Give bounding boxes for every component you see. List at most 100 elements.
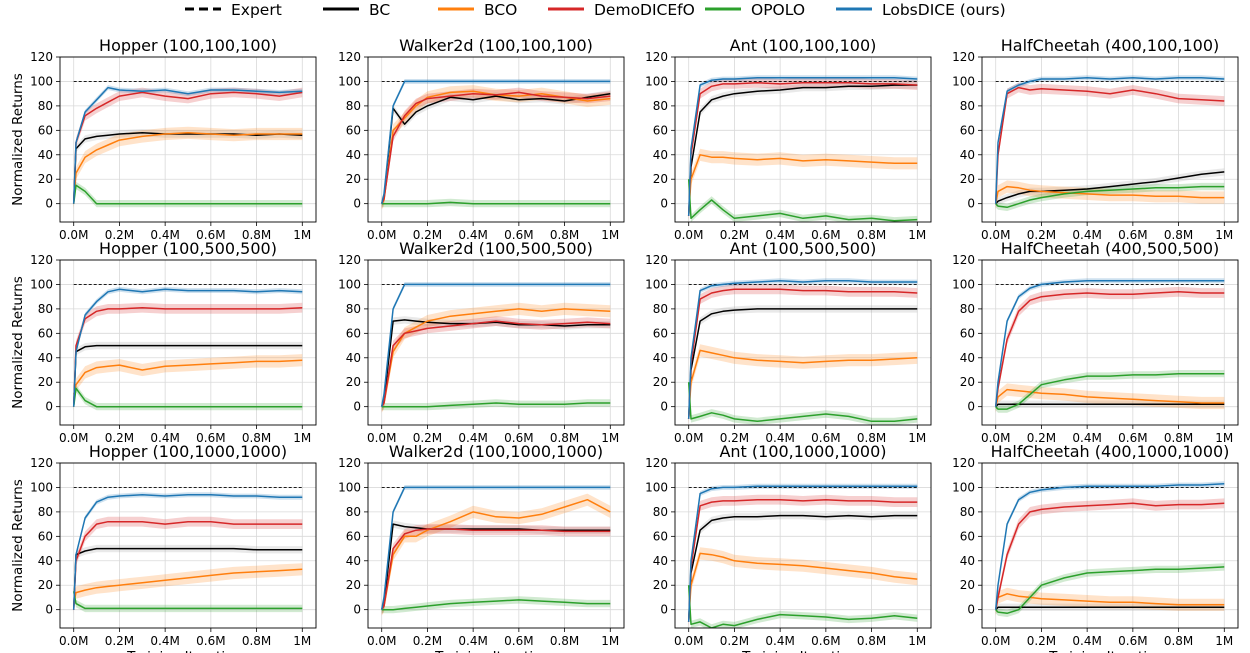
x-tick-label: 0.2M [105, 431, 134, 445]
x-tick-label: 1M [293, 228, 311, 242]
series-band-3 [381, 87, 611, 209]
series-line-5 [687, 280, 918, 419]
y-tick-label: 80 [960, 505, 975, 519]
y-tick-label: 120 [952, 50, 975, 64]
series-line-5 [994, 280, 1225, 407]
series-group [72, 80, 303, 210]
y-tick-label: 40 [960, 554, 975, 568]
legend-label-3: DemoDICEfO [594, 1, 695, 19]
plot-area [368, 57, 624, 222]
y-tick-label: 100 [338, 480, 361, 494]
x-tick-label: 1M [908, 634, 926, 648]
series-line-1 [687, 84, 918, 216]
x-tick-label: 1M [601, 634, 619, 648]
series-line-4 [381, 599, 611, 611]
series-line-1 [995, 403, 1225, 408]
y-tick-label: 80 [38, 302, 53, 316]
x-tick-label: 1M [601, 431, 619, 445]
y-tick-label: 20 [960, 375, 975, 389]
panel-title: Hopper (100,500,500) [99, 239, 277, 258]
series-line-1 [72, 132, 303, 204]
series-band-4 [381, 596, 611, 614]
series-band-2 [688, 148, 918, 222]
x-axis-label: Training Iterations [126, 649, 249, 653]
x-tick-label: 0.0M [674, 634, 703, 648]
y-tick-label: 100 [645, 277, 668, 291]
panel-title: HalfCheetah (400,100,100) [1001, 36, 1220, 55]
series-line-4 [381, 201, 611, 205]
y-tick-label: 0 [45, 197, 53, 211]
panel-title: HalfCheetah (400,500,500) [1001, 239, 1220, 258]
series-band-1 [73, 544, 303, 614]
x-tick-label: 0.6M [504, 228, 533, 242]
series-line-3 [381, 528, 611, 611]
series-line-5 [994, 77, 1225, 204]
panel-11: 0 20 40 60 80 100 120 0.0M 0.2M 0.4M 0.6M 0.8M 1M Hal… [952, 442, 1239, 653]
y-tick-label: 120 [645, 253, 668, 267]
y-tick-label: 20 [346, 172, 361, 186]
series-line-3 [994, 86, 1225, 204]
plot-area [60, 260, 316, 425]
x-tick-label: 0.0M [981, 431, 1010, 445]
series-group [380, 79, 611, 210]
plot-area [368, 260, 624, 425]
axes-frame [59, 462, 317, 629]
series-line-4 [72, 184, 303, 205]
series-line-5 [380, 283, 611, 407]
y-tick-label: 20 [346, 578, 361, 592]
y-axis-label: Normalized Returns [10, 73, 26, 206]
x-tick-label: 0.6M [196, 634, 225, 648]
series-band-1 [995, 603, 1225, 614]
y-axis-label: Normalized Returns [10, 276, 26, 409]
y-tick-label: 40 [653, 351, 668, 365]
x-tick-label: 0.4M [458, 431, 487, 445]
series-band-4 [73, 587, 303, 613]
x-tick-label: 0.4M [150, 634, 179, 648]
plot-area [675, 463, 931, 628]
series-line-3 [72, 91, 303, 204]
x-axis-label: Training Iterations [741, 649, 864, 653]
series-band-2 [73, 126, 303, 210]
series-line-2 [72, 359, 303, 395]
y-tick-label: 100 [645, 480, 668, 494]
panel-3: 0 20 40 60 80 100 120 0.0M 0.2M 0.4M 0.6M 0.8M 1M Hal… [952, 36, 1239, 242]
y-tick-label: 120 [952, 456, 975, 470]
panel-6: 0 20 40 60 80 100 120 0.0M 0.2M 0.4M 0.6M 0.8M 1M Ant… [645, 239, 932, 445]
y-tick-label: 80 [346, 505, 361, 519]
legend-label-4: OPOLO [751, 1, 805, 19]
x-tick-label: 0.6M [1118, 634, 1147, 648]
series-line-1 [72, 547, 303, 610]
y-tick-label: 60 [38, 529, 53, 543]
x-tick-label: 0.6M [196, 228, 225, 242]
x-tick-label: 0.2M [1027, 634, 1056, 648]
y-tick-label: 60 [960, 529, 975, 543]
x-tick-label: 0.8M [242, 228, 271, 242]
x-tick-label: 0.4M [765, 228, 794, 242]
y-tick-label: 0 [45, 400, 53, 414]
y-tick-label: 80 [38, 99, 53, 113]
series-line-1 [687, 514, 918, 622]
y-tick-label: 80 [38, 505, 53, 519]
panel-title: Ant (100,1000,1000) [719, 442, 886, 461]
axes-frame [367, 56, 625, 223]
series-line-3 [687, 81, 918, 216]
y-tick-label: 80 [346, 99, 361, 113]
x-tick-label: 0.2M [105, 634, 134, 648]
y-tick-label: 40 [960, 351, 975, 365]
y-tick-label: 0 [45, 603, 53, 617]
y-tick-label: 100 [952, 480, 975, 494]
y-tick-label: 80 [960, 302, 975, 316]
y-tick-label: 40 [960, 148, 975, 162]
series-line-4 [687, 179, 918, 222]
series-line-1 [380, 92, 611, 204]
series-band-3 [995, 82, 1225, 209]
series-group [994, 75, 1225, 211]
series-line-3 [381, 320, 611, 408]
y-tick-label: 60 [38, 326, 53, 340]
x-tick-label: 0.0M [367, 431, 396, 445]
series-band-4 [73, 181, 303, 208]
series-band-4 [688, 175, 918, 222]
panel-5: 0 20 40 60 80 100 120 0.0M 0.2M 0.4M 0.6M 0.8M 1M Wal… [338, 239, 625, 445]
y-tick-label: 80 [653, 99, 668, 113]
series-line-1 [995, 606, 1225, 611]
